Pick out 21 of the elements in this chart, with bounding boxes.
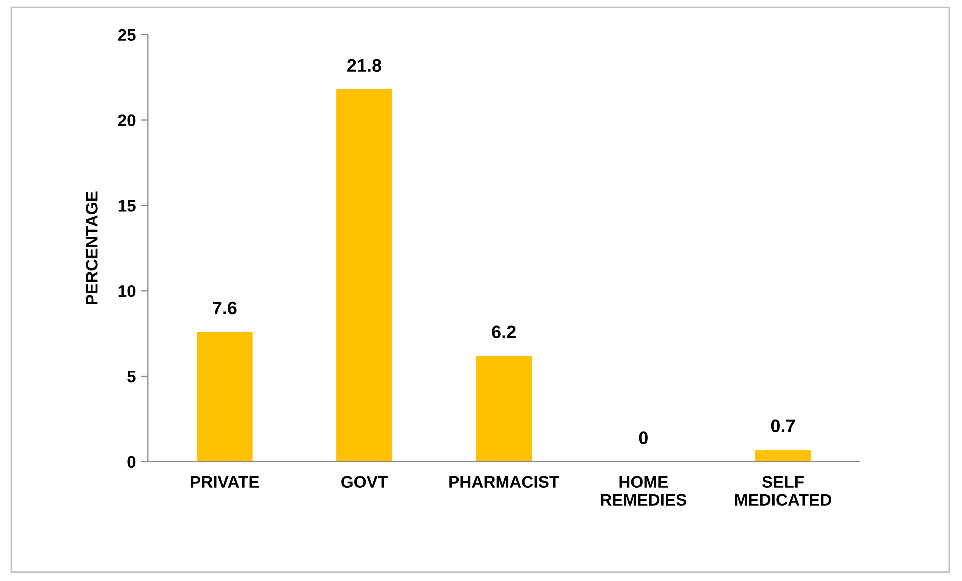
data-label: 6.2 [492,326,516,339]
y-tick-label: 10 [118,285,136,298]
data-label: 0 [639,432,648,444]
y-tick-label: 20 [118,114,136,126]
bar [476,356,532,462]
x-tick-label: HOME REMEDIES [601,476,687,506]
x-tick-label: SELF MEDICATED [735,476,832,506]
x-tick-label: PRIVATE [191,476,260,488]
y-axis-title: PERCENTAGE [86,192,98,305]
x-tick-label: PHARMACIST [450,476,560,488]
x-tick-label: GOVT [342,476,388,488]
bar [197,332,253,462]
y-tick-label: 15 [118,200,136,212]
data-label: 21.8 [348,59,382,72]
bar [755,450,812,462]
y-tick-label: 5 [128,371,136,383]
y-tick-label: 25 [118,29,136,42]
bar [336,90,392,462]
data-label: 7.6 [213,302,237,315]
data-label: 0.7 [771,420,796,432]
y-tick-label: 0 [128,456,136,468]
